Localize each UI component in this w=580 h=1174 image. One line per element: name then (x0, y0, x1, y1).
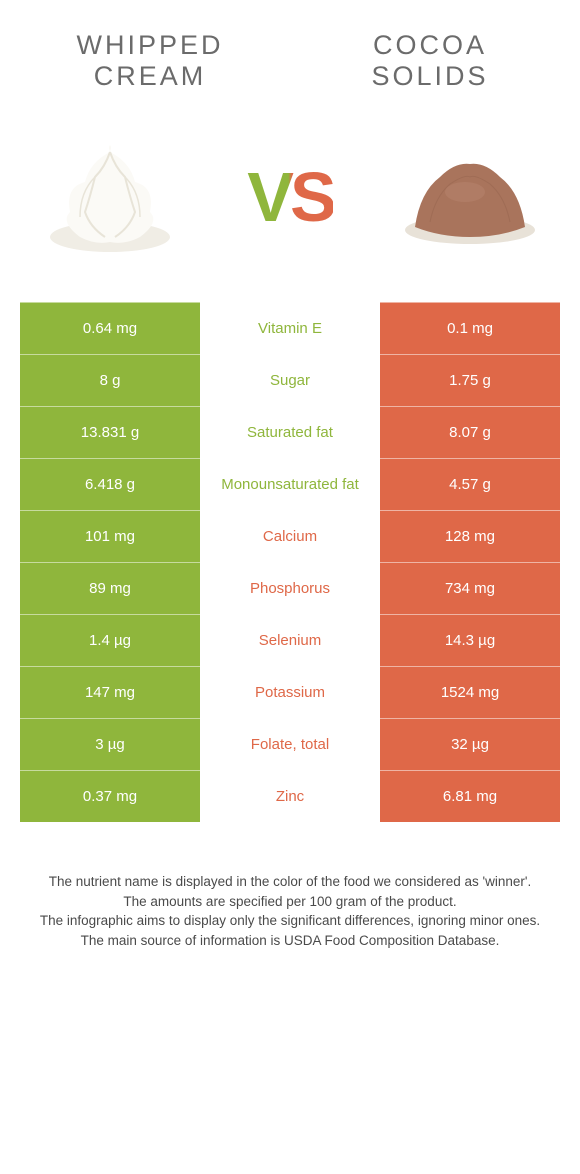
table-row: 8 gSugar1.75 g (20, 354, 560, 406)
right-value: 734 mg (380, 562, 560, 614)
footer-line: The nutrient name is displayed in the co… (20, 872, 560, 892)
table-row: 6.418 gMonounsaturated fat4.57 g (20, 458, 560, 510)
nutrient-label: Folate, total (200, 718, 380, 770)
right-value: 1524 mg (380, 666, 560, 718)
left-value: 13.831 g (20, 406, 200, 458)
right-food-title: COCOA SOLIDS (330, 30, 530, 92)
left-value: 0.37 mg (20, 770, 200, 822)
table-row: 1.4 µgSelenium14.3 µg (20, 614, 560, 666)
table-row: 3 µgFolate, total32 µg (20, 718, 560, 770)
nutrient-label: Zinc (200, 770, 380, 822)
left-value: 101 mg (20, 510, 200, 562)
table-row: 0.64 mgVitamin E0.1 mg (20, 302, 560, 354)
right-value: 14.3 µg (380, 614, 560, 666)
footer-notes: The nutrient name is displayed in the co… (20, 872, 560, 950)
comparison-table: 0.64 mgVitamin E0.1 mg8 gSugar1.75 g13.8… (20, 302, 560, 822)
right-value: 0.1 mg (380, 302, 560, 354)
right-value: 4.57 g (380, 458, 560, 510)
whipped-cream-image (30, 132, 190, 262)
vs-text: VS (247, 157, 332, 237)
left-value: 1.4 µg (20, 614, 200, 666)
nutrient-label: Potassium (200, 666, 380, 718)
left-food-title: WHIPPED CREAM (50, 30, 250, 92)
right-value: 1.75 g (380, 354, 560, 406)
images-row: VS (0, 102, 580, 292)
right-value: 32 µg (380, 718, 560, 770)
nutrient-label: Saturated fat (200, 406, 380, 458)
header: WHIPPED CREAM COCOA SOLIDS (0, 0, 580, 102)
left-value: 8 g (20, 354, 200, 406)
table-row: 147 mgPotassium1524 mg (20, 666, 560, 718)
left-value: 147 mg (20, 666, 200, 718)
right-value: 6.81 mg (380, 770, 560, 822)
footer-line: The infographic aims to display only the… (20, 911, 560, 931)
left-value: 0.64 mg (20, 302, 200, 354)
nutrient-label: Selenium (200, 614, 380, 666)
right-value: 128 mg (380, 510, 560, 562)
right-value: 8.07 g (380, 406, 560, 458)
left-value: 6.418 g (20, 458, 200, 510)
table-row: 101 mgCalcium128 mg (20, 510, 560, 562)
left-value: 3 µg (20, 718, 200, 770)
nutrient-label: Vitamin E (200, 302, 380, 354)
nutrient-label: Sugar (200, 354, 380, 406)
footer-line: The main source of information is USDA F… (20, 931, 560, 951)
nutrient-label: Calcium (200, 510, 380, 562)
footer-line: The amounts are specified per 100 gram o… (20, 892, 560, 912)
left-value: 89 mg (20, 562, 200, 614)
table-row: 89 mgPhosphorus734 mg (20, 562, 560, 614)
table-row: 13.831 gSaturated fat8.07 g (20, 406, 560, 458)
table-row: 0.37 mgZinc6.81 mg (20, 770, 560, 822)
cocoa-image (390, 132, 550, 262)
nutrient-label: Monounsaturated fat (200, 458, 380, 510)
nutrient-label: Phosphorus (200, 562, 380, 614)
